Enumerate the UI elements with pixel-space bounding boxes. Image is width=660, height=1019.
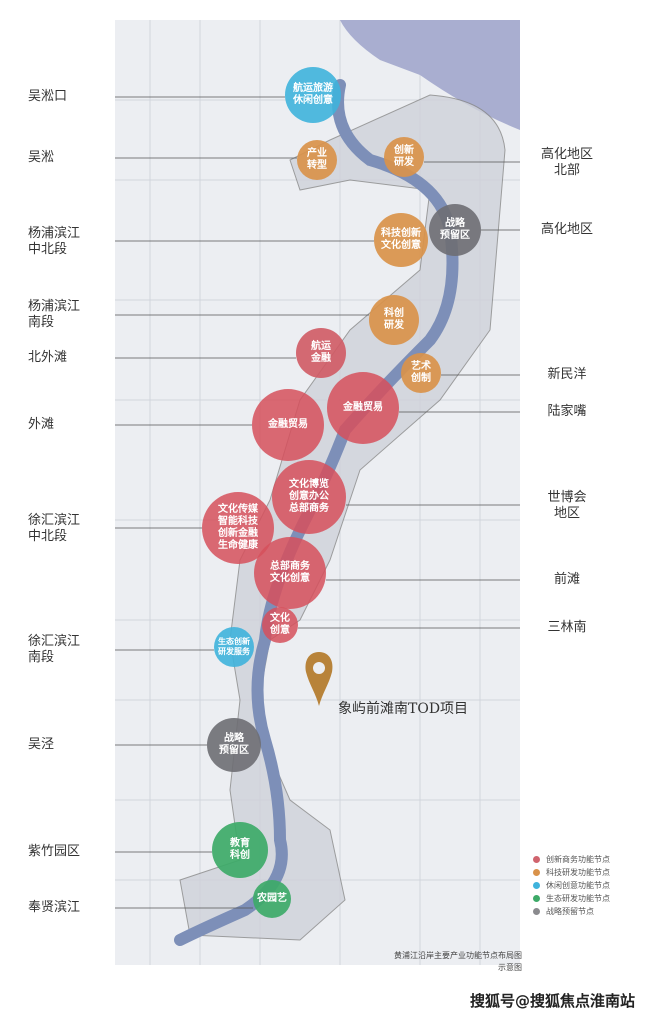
legend-dot-icon — [533, 882, 540, 889]
area-label-sanlinnan: 三林南 — [547, 620, 587, 635]
node-finance-trade-bund: 金融贸易 — [252, 389, 324, 461]
node-culture-creative: 文化 创意 — [262, 607, 298, 643]
legend-label: 创新商务功能节点 — [546, 855, 610, 864]
legend-item: 休闲创意功能节点 — [533, 879, 610, 892]
area-label-gaohua-north: 高化地区 北部 — [540, 147, 593, 178]
legend-label: 战略预留节点 — [546, 907, 594, 916]
node-tech-culture: 科技创新 文化创意 — [374, 213, 428, 267]
node-education-tech: 教育 科创 — [212, 822, 268, 878]
legend-label: 生态研发功能节点 — [546, 894, 610, 903]
node-strategic-reserve-south: 战略 预留区 — [207, 718, 261, 772]
legend-label: 科技研发功能节点 — [546, 868, 610, 877]
area-label-xuhui-north: 徐汇滨江 中北段 — [28, 513, 81, 544]
area-label-wusong: 吴淞 — [28, 150, 55, 165]
node-tech-rd: 科创 研发 — [369, 295, 419, 345]
node-art-creation: 艺术 创制 — [401, 353, 441, 393]
legend: 创新商务功能节点 科技研发功能节点 休闲创意功能节点 生态研发功能节点 战略预留… — [533, 853, 610, 918]
caption-subtitle: 示意图 — [498, 963, 522, 972]
area-label-qiantan: 前滩 — [553, 572, 580, 587]
map-pin-icon — [305, 652, 333, 706]
legend-dot-icon — [533, 895, 540, 902]
area-label-expo: 世博会 地区 — [547, 490, 587, 521]
area-label-xuhui-south: 徐汇滨江 南段 — [28, 634, 81, 665]
node-innovation-rd: 创新 研发 — [384, 137, 424, 177]
node-shipping-tourism: 航运旅游 休闲创意 — [285, 67, 341, 123]
legend-dot-icon — [533, 869, 540, 876]
area-label-wusongkou: 吴淞口 — [28, 89, 68, 104]
area-label-gaohua: 高化地区 — [540, 222, 593, 237]
area-label-bund: 外滩 — [28, 417, 55, 432]
area-label-zizhu: 紫竹园区 — [28, 844, 81, 859]
caption-title: 黄浦江沿岸主要产业功能节点布局图 — [394, 951, 522, 960]
area-label-xinminyang: 新民洋 — [547, 367, 587, 382]
area-label-yangpu-south: 杨浦滨江 南段 — [28, 299, 81, 330]
node-eco-innovation: 生态创新 研发服务 — [214, 627, 254, 667]
map-caption: 黄浦江沿岸主要产业功能节点布局图 示意图 — [340, 950, 522, 974]
legend-item: 创新商务功能节点 — [533, 853, 610, 866]
node-shipping-finance: 航运 金融 — [296, 328, 346, 378]
legend-item: 战略预留节点 — [533, 905, 610, 918]
watermark: 搜狐号@搜狐焦点淮南站 — [470, 992, 636, 1010]
area-label-yangpu-north: 杨浦滨江 中北段 — [28, 226, 81, 257]
legend-dot-icon — [533, 908, 540, 915]
area-label-lujiazui: 陆家嘴 — [547, 404, 587, 419]
area-label-wujing: 吴泾 — [28, 737, 55, 752]
legend-item: 生态研发功能节点 — [533, 892, 610, 905]
legend-dot-icon — [533, 856, 540, 863]
node-industry-transform: 产业 转型 — [297, 140, 337, 180]
node-strategic-reserve-north: 战略 预留区 — [429, 204, 481, 256]
area-label-fengxian: 奉贤滨江 — [28, 900, 81, 915]
node-finance-trade-lujiazui: 金融贸易 — [327, 372, 399, 444]
node-hq-business: 总部商务 文化创意 — [254, 537, 326, 609]
node-horticulture: 农园艺 — [253, 880, 291, 918]
legend-label: 休闲创意功能节点 — [546, 881, 610, 890]
area-label-north-bund: 北外滩 — [28, 350, 68, 365]
legend-item: 科技研发功能节点 — [533, 866, 610, 879]
node-culture-expo: 文化博览 创意办公 总部商务 — [272, 460, 346, 534]
project-label: 象屿前滩南TOD项目 — [338, 701, 469, 717]
